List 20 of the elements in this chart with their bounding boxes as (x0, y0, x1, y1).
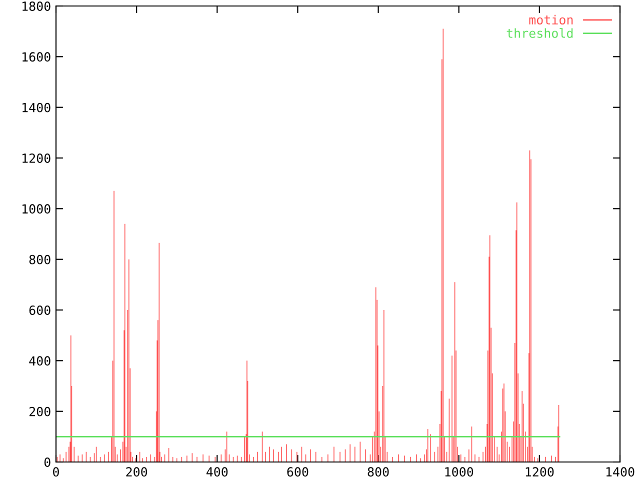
y-tick-label: 1600 (22, 52, 50, 62)
x-tick-label: 1000 (445, 467, 474, 477)
y-tick-label: 1400 (22, 102, 50, 112)
legend-label: motion (529, 14, 573, 24)
y-tick-label: 0 (44, 458, 50, 467)
x-tick-label: 800 (368, 467, 389, 477)
x-tick-label: 200 (126, 467, 148, 477)
y-tick-label: 800 (29, 254, 50, 264)
y-tick-label: 1000 (22, 204, 50, 214)
y-tick-label: 600 (29, 306, 50, 315)
y-tick-label: 200 (29, 406, 50, 416)
y-tick-label: 400 (29, 356, 50, 366)
x-tick-label: 0 (53, 467, 59, 477)
y-tick-label: 1800 (22, 2, 50, 11)
x-tick-label: 1400 (606, 467, 634, 477)
y-tick-label: 1200 (22, 154, 50, 163)
x-tick-label: 400 (206, 467, 228, 477)
x-tick-label: 600 (287, 467, 308, 477)
x-tick-label: 1200 (526, 467, 554, 477)
legend-label: threshold (506, 28, 573, 38)
